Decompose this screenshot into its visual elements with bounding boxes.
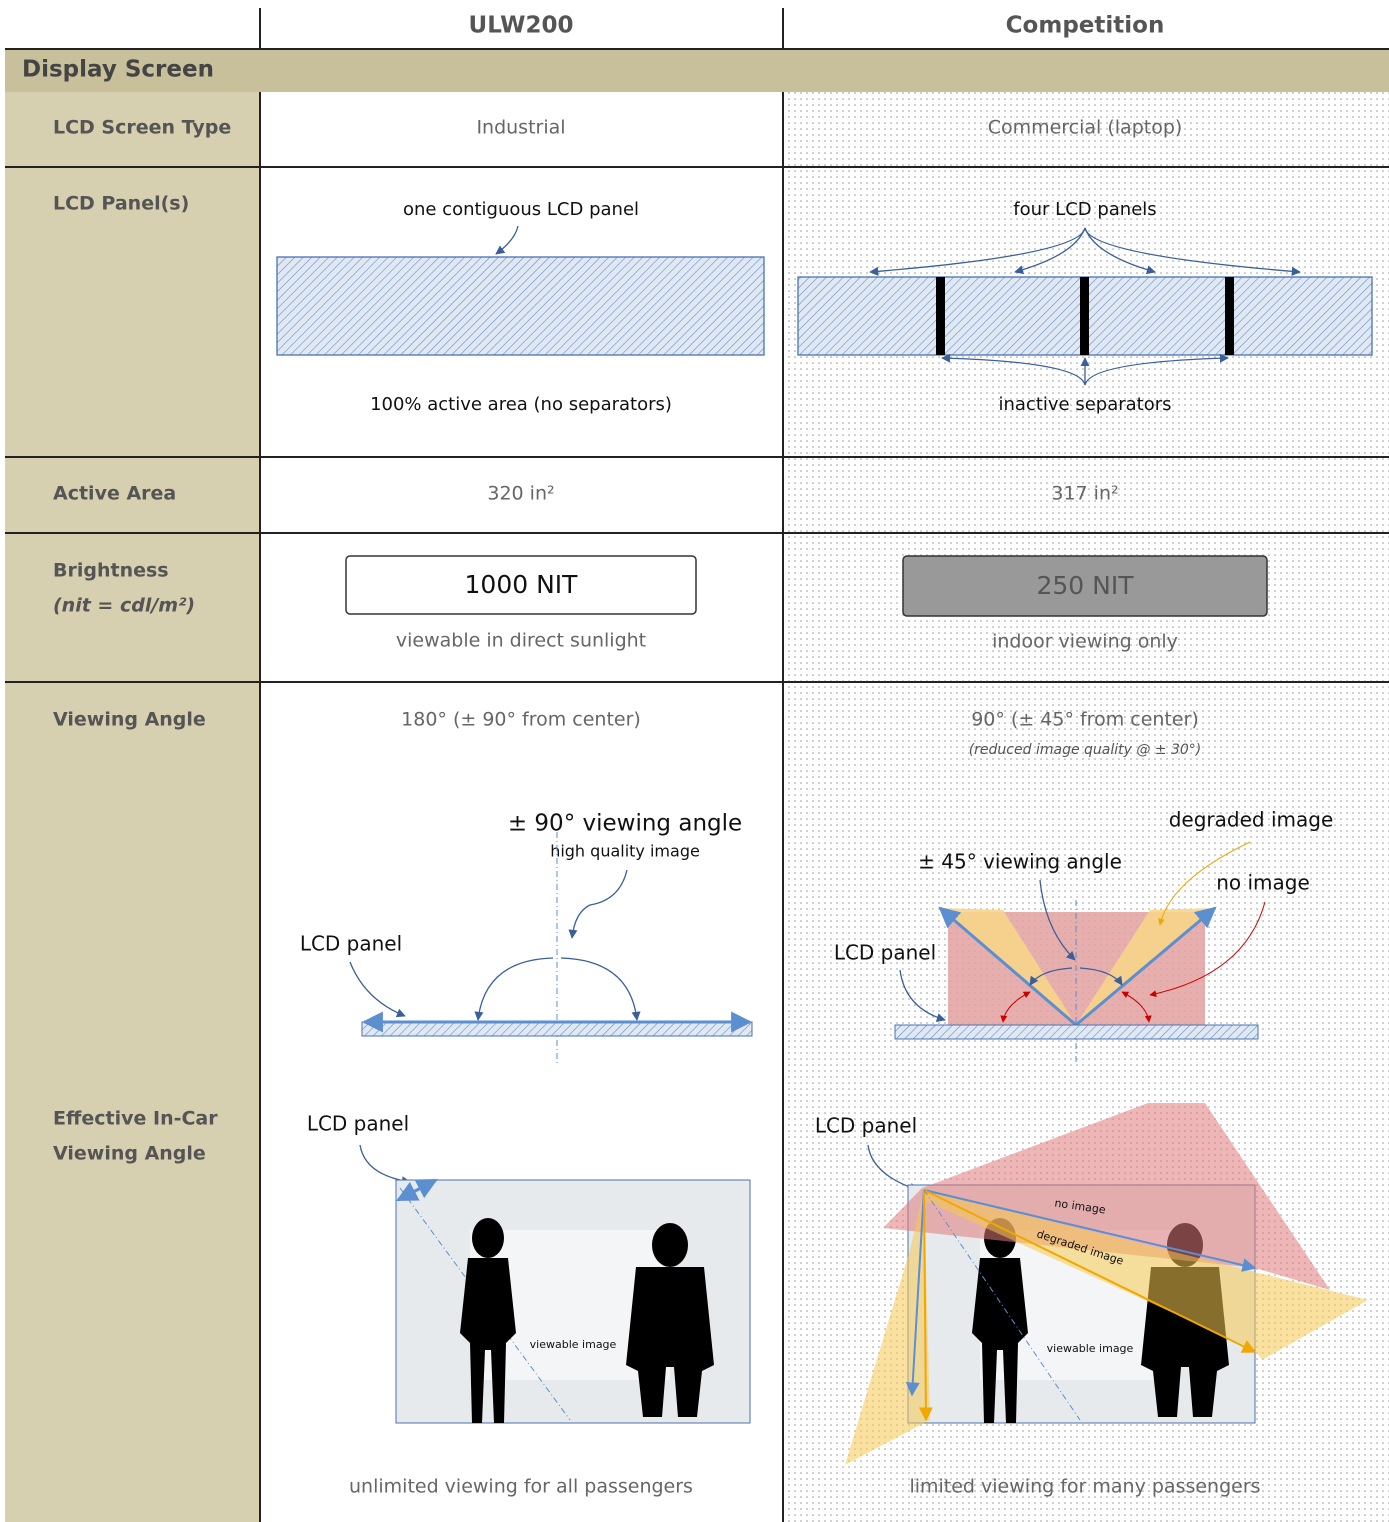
cell-text: 90° (± 45° from center) — [971, 709, 1199, 731]
diagram-label: viewable image — [530, 1338, 617, 1351]
brightness-value: 250 NIT — [1036, 571, 1134, 600]
shape — [1014, 227, 1086, 275]
note: inactive separators — [998, 394, 1171, 415]
row-sublabel: (nit = cdl/m²) — [53, 595, 195, 617]
summary: limited viewing for many passengers — [909, 1476, 1260, 1498]
diagram-label: high quality image — [550, 842, 700, 861]
section-band — [5, 50, 1389, 92]
row-label: Active Area — [53, 483, 176, 505]
rule-line — [938, 906, 1077, 1027]
shape — [568, 869, 628, 939]
shape — [349, 961, 406, 1018]
cell-text: 320 in² — [487, 483, 554, 505]
note: indoor viewing only — [992, 631, 1178, 653]
brightness-value: 1000 NIT — [465, 570, 579, 599]
shape — [899, 969, 946, 1023]
shape — [883, 1103, 1330, 1290]
column-header: ULW200 — [469, 13, 574, 39]
shape — [1080, 277, 1089, 355]
diagram-label: LCD panel — [307, 1112, 409, 1136]
cell-text: 317 in² — [1051, 483, 1118, 505]
shape — [1225, 277, 1234, 355]
rule-line — [918, 1189, 933, 1422]
note: 100% active area (no separators) — [370, 394, 672, 415]
row-label: Viewing Angle — [53, 1143, 206, 1165]
shape — [941, 353, 1086, 386]
rule-line — [905, 1189, 925, 1397]
shape — [936, 277, 945, 355]
shape — [495, 225, 519, 255]
row-label: Effective In-Car — [53, 1108, 218, 1130]
row-label: LCD Screen Type — [53, 117, 231, 139]
section-title: Display Screen — [22, 57, 214, 83]
column-header: Competition — [1006, 13, 1165, 39]
shape — [1157, 841, 1251, 926]
brightness-box — [345, 555, 697, 615]
lcd-panel — [276, 256, 765, 356]
cell-text: 180° (± 90° from center) — [401, 709, 641, 731]
note: (reduced image quality @ ± 30°) — [969, 742, 1202, 758]
shape — [1121, 991, 1152, 1023]
shape — [1149, 901, 1266, 998]
note: viewable in direct sunlight — [396, 630, 646, 652]
note: four LCD panels — [1013, 199, 1156, 220]
row-label: Viewing Angle — [53, 709, 206, 731]
diagram-label: viewable image — [1047, 1342, 1134, 1355]
shape — [474, 957, 554, 1021]
row-label: LCD Panel(s) — [53, 193, 189, 215]
diagram-label: LCD panel — [300, 932, 402, 956]
cell-text: Commercial (laptop) — [988, 117, 1183, 139]
note: one contiguous LCD panel — [403, 199, 639, 220]
rule-line — [923, 1189, 1257, 1272]
diagram-label: ± 90° viewing angle — [508, 811, 742, 837]
cell-text: Industrial — [476, 117, 565, 139]
shape — [1000, 991, 1031, 1023]
shape — [894, 1024, 1259, 1040]
brightness-box — [902, 555, 1268, 617]
shape — [1084, 353, 1229, 386]
diagram-label: LCD panel — [834, 941, 936, 965]
rule-line — [1075, 906, 1217, 1027]
shape — [560, 957, 641, 1021]
shape — [1079, 967, 1123, 986]
summary: unlimited viewing for all passengers — [349, 1476, 693, 1498]
shape — [1084, 227, 1301, 276]
diagram-label: LCD panel — [815, 1114, 917, 1138]
shape — [924, 1190, 1368, 1360]
row-label: Brightness — [53, 560, 169, 582]
rule-line — [923, 1189, 1257, 1353]
diagram-label: no image — [1216, 871, 1310, 895]
shape — [359, 1144, 411, 1186]
rule-line — [396, 1178, 438, 1202]
diagram-label: ± 45° viewing angle — [918, 850, 1122, 874]
label-column — [5, 92, 260, 1522]
shape — [1029, 967, 1073, 986]
diagram-label: degraded image — [1169, 808, 1334, 832]
shape — [1039, 879, 1076, 961]
shape — [361, 1021, 753, 1037]
shape — [869, 227, 1086, 276]
